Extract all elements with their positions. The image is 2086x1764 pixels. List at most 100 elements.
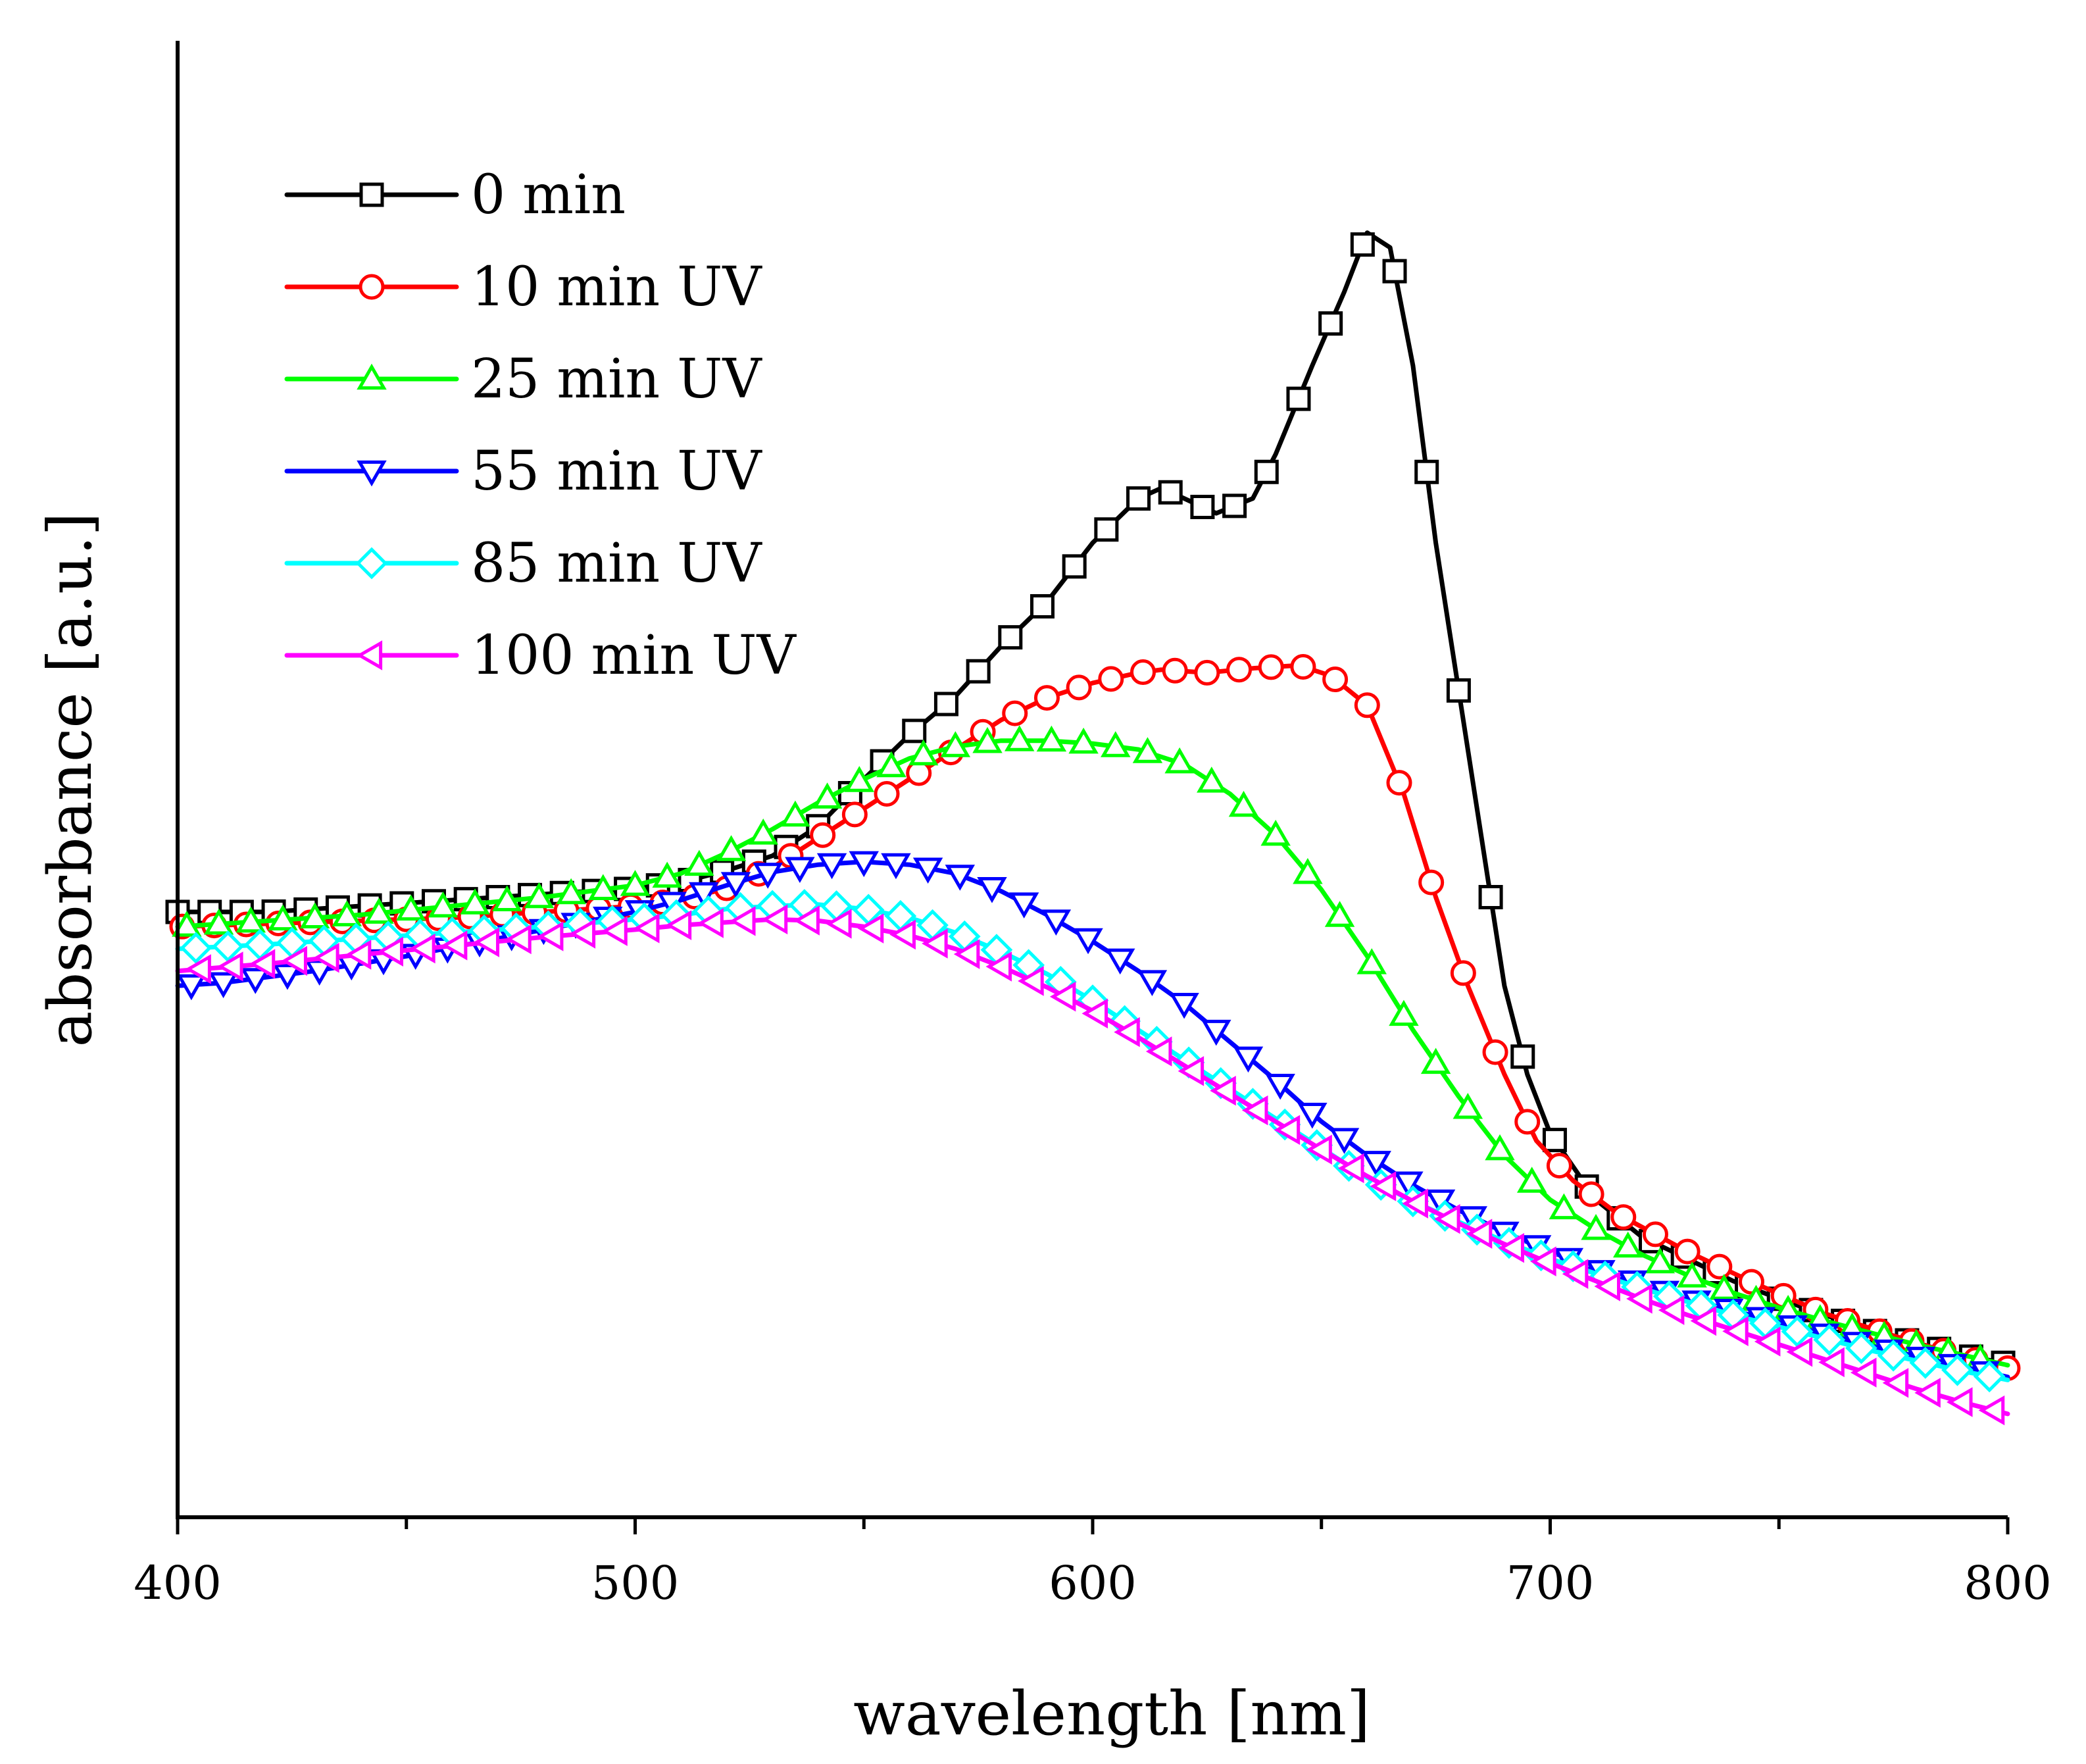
series-marker — [889, 919, 916, 950]
series-marker — [922, 928, 948, 959]
series-marker — [826, 909, 852, 939]
series-marker — [1722, 1316, 1749, 1346]
series-85-min-uv — [175, 889, 2010, 1393]
series-marker — [1510, 1044, 1535, 1069]
series-marker — [1498, 1232, 1524, 1263]
series-marker — [1041, 909, 1072, 936]
series-marker — [1909, 1346, 1942, 1379]
series-marker — [1356, 948, 1387, 974]
series-marker — [1781, 1315, 1814, 1348]
x-tick-label: 800 — [1964, 1556, 2052, 1610]
series-marker — [1754, 1326, 1781, 1357]
series-marker — [1845, 1332, 1877, 1365]
series-marker — [1706, 1253, 1733, 1280]
series-marker — [236, 906, 266, 933]
series-marker — [212, 930, 244, 963]
series-marker — [1201, 1019, 1231, 1046]
series-marker — [953, 939, 980, 969]
series-marker — [1002, 700, 1028, 726]
series-marker — [1446, 678, 1471, 703]
series-marker — [780, 800, 810, 827]
series-marker — [1004, 725, 1035, 751]
series-marker — [1594, 1271, 1621, 1301]
series-marker — [172, 911, 202, 937]
series-marker — [1114, 1017, 1140, 1047]
series-marker — [720, 872, 751, 898]
series-marker — [1132, 737, 1163, 763]
series-marker — [1850, 1357, 1877, 1388]
series-marker — [1562, 1259, 1589, 1289]
series-marker — [1033, 685, 1060, 711]
series-marker — [1690, 1305, 1717, 1336]
series-marker — [874, 780, 900, 807]
series-marker — [1434, 1203, 1460, 1234]
series-marker — [812, 782, 843, 809]
series-marker — [364, 897, 394, 924]
series-marker — [1453, 1092, 1483, 1119]
series-marker — [1158, 480, 1183, 505]
series-marker — [524, 882, 555, 909]
series-marker — [203, 908, 234, 935]
legend-entry: 55 min UV — [284, 440, 762, 503]
series-marker — [1094, 517, 1119, 542]
series-marker — [272, 964, 303, 990]
series-marker — [1420, 1047, 1451, 1074]
legend-marker — [359, 182, 384, 207]
legend-label: 55 min UV — [471, 440, 762, 503]
legend-marker — [355, 547, 388, 580]
series-marker — [1036, 725, 1067, 752]
series-marker — [240, 968, 270, 994]
series-layer — [165, 230, 2021, 1426]
series-marker — [1389, 999, 1419, 1026]
series-marker — [689, 882, 719, 909]
series-marker — [1386, 770, 1412, 796]
series-marker — [1941, 1353, 1974, 1386]
series-marker — [908, 739, 939, 766]
series-marker — [1818, 1347, 1845, 1378]
series-marker — [1645, 1247, 1676, 1274]
series-marker — [620, 870, 651, 896]
series-marker — [1008, 892, 1039, 919]
series-marker — [1542, 1128, 1567, 1153]
series-marker — [313, 943, 339, 973]
series-marker — [299, 902, 330, 929]
series-marker — [1370, 1171, 1397, 1201]
x-tick-label: 500 — [591, 1556, 680, 1610]
series-marker — [537, 921, 564, 951]
series-marker — [841, 801, 868, 828]
legend-entry: 25 min UV — [284, 348, 762, 411]
series-marker — [1105, 948, 1135, 975]
series-marker — [409, 933, 435, 964]
series-marker — [1126, 486, 1151, 511]
series-marker — [332, 900, 362, 926]
series-marker — [345, 940, 372, 970]
series-marker — [857, 913, 884, 944]
series-marker — [1450, 960, 1476, 986]
series-marker — [876, 751, 906, 778]
series-marker — [753, 863, 783, 889]
series-marker — [1062, 554, 1087, 579]
series-marker — [1194, 659, 1220, 686]
series-marker — [1914, 1378, 1941, 1408]
series-marker — [1169, 992, 1199, 1019]
series-marker — [985, 951, 1012, 982]
series-marker — [912, 857, 943, 884]
series-marker — [684, 849, 714, 876]
series-marker — [748, 819, 778, 845]
legend-marker — [359, 274, 385, 300]
series-marker — [281, 945, 307, 976]
series-marker — [1073, 928, 1103, 955]
series-marker — [1677, 1261, 1707, 1288]
series-marker — [1290, 653, 1316, 680]
series-marker — [810, 822, 836, 848]
series-marker — [1233, 1046, 1264, 1073]
series-marker — [977, 877, 1007, 903]
series-marker — [473, 927, 500, 957]
series-marker — [1947, 1387, 1973, 1417]
x-tick-label: 700 — [1506, 1556, 1595, 1610]
series-marker — [428, 891, 459, 918]
legend-marker — [356, 640, 383, 670]
series-marker — [652, 861, 682, 888]
series-marker — [933, 692, 958, 717]
